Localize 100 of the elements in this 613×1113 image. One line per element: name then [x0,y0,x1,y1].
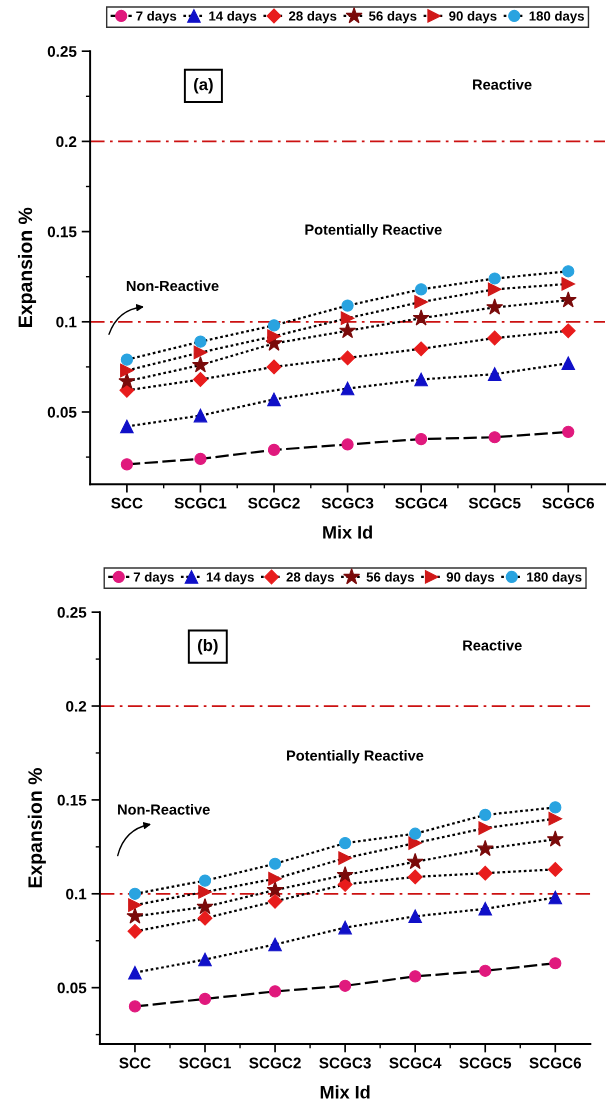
annotation: Potentially Reactive [287,750,424,764]
point [339,979,352,992]
point [486,298,504,315]
point [118,372,136,389]
point [128,898,142,912]
point [547,861,563,877]
point [128,887,142,900]
point [267,329,281,344]
y-tick-label: 0.15 [57,794,87,806]
point [268,937,282,952]
point [267,319,281,332]
point [341,438,354,451]
point [415,283,428,296]
point [561,277,576,291]
point [120,363,134,378]
point [562,425,575,438]
y-tick-label: 0.15 [47,226,77,238]
x-tick-label: SCC [119,1057,151,1069]
x-tick-label: SCGC3 [321,497,374,509]
point [191,356,209,373]
legend-label: 56 days [369,11,417,24]
point [415,432,428,446]
point [338,920,352,935]
point [406,852,424,870]
point [414,372,428,387]
point [339,321,357,339]
point [198,885,212,899]
legend-label: 90 days [449,11,497,24]
point [194,335,207,348]
x-axis-title: Mix Id [323,525,372,539]
point [479,808,492,822]
legend-label: 90 days [446,572,495,585]
x-tick-label: SCGC6 [542,497,595,509]
x-tick-label: SCGC1 [174,497,227,509]
x-tick-label: SCC [111,497,143,509]
point [198,992,212,1006]
point [128,1000,142,1013]
point [340,311,355,325]
point [478,821,493,835]
point [476,839,494,857]
point [413,341,429,357]
point [561,356,576,371]
point [409,827,422,840]
legend-label: 180 days [529,11,584,24]
point [267,893,283,909]
legend-label: 56 days [366,572,415,585]
y-axis-title: Expansion % [27,768,46,888]
point [193,408,208,423]
point [197,910,213,926]
y-tick-label: 0.05 [57,982,87,994]
y-tick-label: 0.1 [56,316,77,328]
y-tick-label: 0.2 [56,136,77,148]
annotation: Non-Reactive [126,280,219,292]
point [408,909,422,924]
legend-label: 14 days [209,11,257,24]
legend-label: 14 days [206,572,254,585]
point [562,265,575,278]
x-tick-label: SCGC6 [529,1057,582,1069]
point [198,952,212,967]
point [198,874,212,887]
point [559,291,577,308]
point [546,830,564,847]
point [268,985,282,998]
point [341,299,354,312]
point [549,801,562,814]
point [267,443,281,456]
annotation: (a) [194,78,213,94]
point [560,323,576,339]
annotation: Non-Reactive [118,804,210,815]
legend-label: 180 days [527,572,582,585]
point [487,367,502,381]
point [488,431,501,444]
y-tick-label: 0.2 [66,700,87,712]
point [193,372,208,387]
y-tick-label: 0.25 [57,607,87,618]
point [267,392,281,407]
y-tick-label: 0.25 [47,46,77,57]
legend-label: 7 days [133,572,174,585]
annotation: (b) [198,638,218,655]
point [407,869,423,885]
x-tick-label: SCGC1 [179,1057,231,1069]
legend-label: 7 days [136,11,177,24]
y-tick-label: 0.05 [47,406,77,418]
point [548,890,563,905]
point [479,964,492,977]
point [549,957,562,970]
point [127,923,143,939]
point [266,881,284,898]
point [120,419,134,434]
point [548,811,563,826]
point [120,458,134,471]
x-tick-label: SCGC5 [459,1057,512,1069]
point [339,836,352,850]
point [336,866,354,883]
point [196,898,214,915]
point [412,309,430,326]
point [126,907,144,924]
point [268,871,282,886]
annotation: Reactive [463,639,522,651]
point [194,452,207,466]
